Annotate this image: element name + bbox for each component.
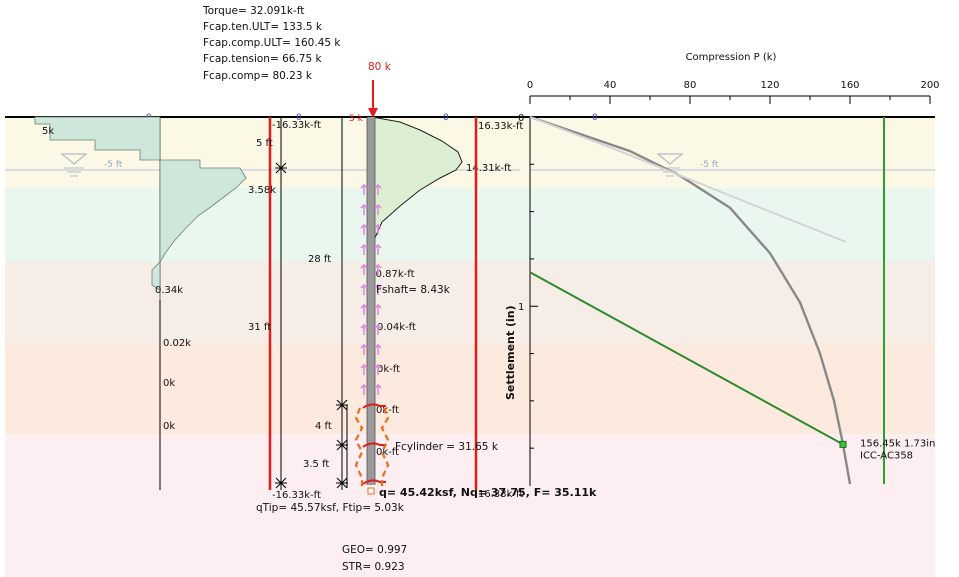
friction-arrow <box>360 263 382 275</box>
soil-layer-band <box>5 434 935 577</box>
capacity-summary: Torque= 32.091k-ft Fcap.ten.ULT= 133.5 k… <box>202 5 341 82</box>
x-tick-label: 160 <box>840 80 859 91</box>
dimension-lines <box>275 117 348 490</box>
moment-bottom-label: 16.33k-ft <box>478 489 523 500</box>
friction-arrow <box>360 363 382 375</box>
helix-plates <box>362 403 386 485</box>
soil-resistance-profile: 5k 3.58k 0.34k 0.02k 0k 0k <box>34 116 276 490</box>
moment-label-4: 0k-ft <box>376 405 399 416</box>
soil-layers <box>5 117 935 577</box>
pile-tip-marker <box>367 487 375 495</box>
friction-arrow <box>360 323 382 335</box>
annotation-value: 156.45k 1.73in <box>860 438 935 449</box>
chart-series-line <box>529 115 852 485</box>
fcap-comp-text: Fcap.comp= 80.23 k <box>203 70 313 82</box>
zero-marker: 0 <box>592 113 598 123</box>
x-tick-label: 80 <box>684 80 697 91</box>
annotation-standard: ICC-AC358 <box>860 450 913 461</box>
water-table-label: -5 ft <box>104 160 123 170</box>
dimension-5ft: 5 ft <box>256 138 273 149</box>
moment-diagram: 16.33k-ft 14.31k-ft -0.87k-ft 0.04k-ft 0… <box>368 116 523 500</box>
torque-top-label: -16.33k-ft <box>272 120 321 131</box>
applied-load-label: 80 k <box>368 61 392 73</box>
friction-arrow <box>360 283 382 295</box>
zero-marker: 0 <box>296 113 302 123</box>
soil-layer-band <box>5 188 935 262</box>
torque-line: -16.33k-ft -16.33k-ft <box>268 117 321 501</box>
moment-top-label: 16.33k-ft <box>478 121 523 132</box>
friction-arrow <box>360 243 382 255</box>
dimension-3-5ft: 3.5 ft <box>303 459 329 470</box>
soil-label-v3: 0k <box>163 421 175 432</box>
soil-layer-band <box>5 343 935 434</box>
x-tick-label: 40 <box>604 80 617 91</box>
x-axis-label: Compression P (k) <box>686 52 777 63</box>
fcap-comp-ult-text: Fcap.comp.ULT= 160.45 k <box>203 37 341 49</box>
str-ratio: STR= 0.923 <box>342 561 405 573</box>
moment-label-5: 0k-ft <box>376 447 399 458</box>
x-tick-label: 200 <box>920 80 939 91</box>
water-table-label-chart: -5 ft <box>700 160 719 170</box>
torque-text: Torque= 32.091k-ft <box>202 5 304 17</box>
tip-result-label: q= 45.42ksf, Nq= 37.75, F= 35.11k <box>379 486 597 499</box>
capacity-point-marker <box>839 440 847 448</box>
soil-label-top: 5k <box>42 126 54 137</box>
dimension-31ft: 31 ft <box>248 322 271 333</box>
soil-label-v2: 0k <box>163 378 175 389</box>
pile-shaft <box>366 117 376 485</box>
cylinder-shear-zone <box>354 407 390 488</box>
chart-series-line <box>529 271 844 446</box>
moment-label-2: 0.04k-ft <box>377 322 416 333</box>
moment-peak-label: 14.31k-ft <box>466 163 511 174</box>
y-axis-label: Settlement (in) <box>504 305 517 400</box>
friction-arrow <box>360 223 382 235</box>
soil-layer-band <box>5 262 935 343</box>
load-settlement-chart: 0 40 80 120 160 200 0 1 156.45k 1.73inICC-AC358… <box>504 52 940 486</box>
chart-series-line <box>529 116 847 243</box>
friction-arrow <box>360 343 382 355</box>
geo-ratio: GEO= 0.997 <box>342 544 407 556</box>
soil-label-v1: 0.02k <box>163 338 191 349</box>
x-tick-label: 0 <box>527 80 533 91</box>
skin-friction-arrows <box>360 183 382 395</box>
fcap-ten-ult-text: Fcap.ten.ULT= 133.5 k <box>203 21 323 33</box>
torque-bottom-label: -16.33k-ft <box>272 490 321 501</box>
friction-arrow <box>360 383 382 395</box>
chart-axes: 0 40 80 120 160 200 0 1 <box>518 80 940 486</box>
dimension-4ft: 4 ft <box>315 421 332 432</box>
friction-arrow <box>360 203 382 215</box>
fcylinder-label: Fcylinder = 31.65 k <box>395 441 499 453</box>
fcap-tension-text: Fcap.tension= 66.75 k <box>203 53 322 65</box>
y-tick-label: 0 <box>518 113 524 124</box>
friction-arrow <box>360 303 382 315</box>
moment-label-3: 0k-ft <box>377 364 400 375</box>
top-force-label: 5 k <box>349 114 364 124</box>
soil-label-peak: 3.58k <box>248 185 276 196</box>
friction-arrow <box>360 183 382 195</box>
fshaft-label: Fshaft= 8.43k <box>376 284 451 296</box>
dimension-28ft: 28 ft <box>308 254 331 265</box>
soil-label-mid: 0.34k <box>155 285 183 296</box>
water-table-symbol-left <box>60 153 88 177</box>
moment-label-1: -0.87k-ft <box>372 269 415 280</box>
qtip-label: qTip= 45.57ksf, Ftip= 5.03k <box>256 502 405 514</box>
applied-load-arrow: 80 k 5 k <box>349 61 392 124</box>
x-tick-label: 120 <box>760 80 779 91</box>
y-tick-label: 1 <box>518 302 524 313</box>
zero-marker: 0 <box>443 113 449 123</box>
